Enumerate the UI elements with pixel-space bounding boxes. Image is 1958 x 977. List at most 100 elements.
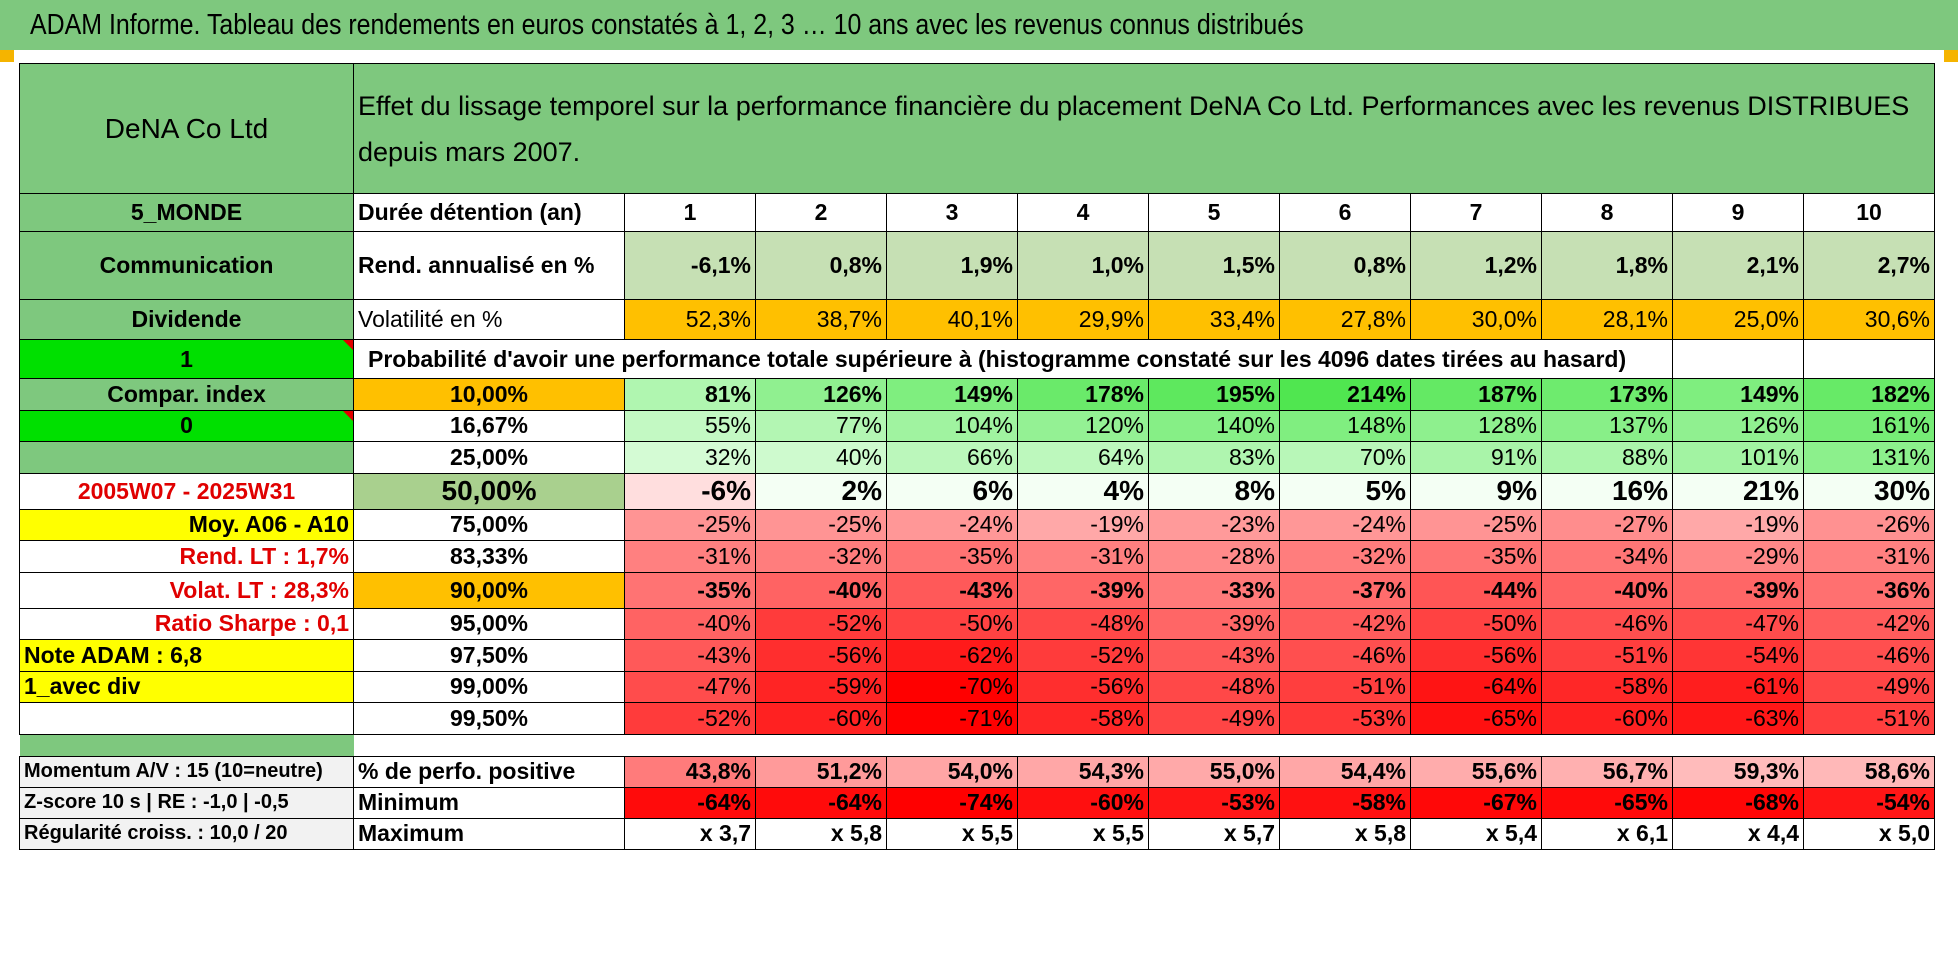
quantile-label: 99,00%	[353, 670, 625, 703]
quantile-cell: -52%	[624, 702, 756, 735]
quantile-cell: -43%	[1148, 639, 1280, 672]
year-header: 1	[624, 193, 756, 232]
quantile-cell: -6%	[624, 472, 756, 510]
quantile-cell: -31%	[624, 540, 756, 573]
quantile-cell: -49%	[1803, 670, 1935, 703]
quantile-label: 10,00%	[353, 378, 625, 411]
quantile-cell: 182%	[1803, 378, 1935, 411]
rend-cell: 1,8%	[1541, 231, 1673, 300]
quantile-cell: -48%	[1017, 607, 1149, 640]
empty-cell	[1672, 339, 1804, 379]
maximum-cell: x 5,4	[1410, 817, 1542, 850]
quantile-label: 97,50%	[353, 639, 625, 672]
quantile-cell: -34%	[1541, 540, 1673, 573]
quantile-cell: 2%	[755, 472, 887, 510]
compar-index-label: Compar. index	[19, 378, 354, 411]
empty-side-cell	[19, 441, 354, 474]
quantile-cell: 195%	[1148, 378, 1280, 411]
rend-cell: 2,7%	[1803, 231, 1935, 300]
dividend-label: Dividende	[19, 299, 354, 340]
dividend-value: 1	[19, 339, 354, 379]
year-header: 4	[1017, 193, 1149, 232]
quantile-cell: -39%	[1017, 571, 1149, 609]
quantile-cell: 161%	[1803, 409, 1935, 442]
corner-marker-right	[1944, 50, 1958, 62]
minimum-label: Minimum	[353, 786, 625, 819]
rend-lt-label: Rend. LT : 1,7%	[19, 540, 354, 573]
quantile-cell: -50%	[1410, 607, 1542, 640]
quantile-cell: -46%	[1279, 639, 1411, 672]
maximum-cell: x 5,8	[1279, 817, 1411, 850]
rend-cell: 1,2%	[1410, 231, 1542, 300]
maximum-cell: x 5,7	[1148, 817, 1280, 850]
vol-cell: 27,8%	[1279, 299, 1411, 340]
quantile-cell: -40%	[624, 607, 756, 640]
quantile-cell: -43%	[886, 571, 1018, 609]
year-header: 7	[1410, 193, 1542, 232]
performance-table: DeNA Co Ltd Effet du lissage temporel su…	[19, 63, 1935, 850]
quantile-cell: -37%	[1279, 571, 1411, 609]
minimum-cell: -58%	[1279, 786, 1411, 819]
quantile-cell: -56%	[1017, 670, 1149, 703]
company-name: DeNA Co Ltd	[19, 63, 354, 194]
quantile-cell: -19%	[1017, 508, 1149, 541]
quantile-cell: -71%	[886, 702, 1018, 735]
minimum-cell: -53%	[1148, 786, 1280, 819]
avec-div-label: 1_avec div	[19, 670, 354, 703]
quantile-cell: -32%	[755, 540, 887, 573]
vol-cell: 40,1%	[886, 299, 1018, 340]
quantile-cell: -70%	[886, 670, 1018, 703]
maximum-cell: x 6,1	[1541, 817, 1673, 850]
quantile-cell: 120%	[1017, 409, 1149, 442]
momentum-label: Momentum A/V : 15 (10=neutre)	[19, 755, 354, 788]
quantile-cell: -27%	[1541, 508, 1673, 541]
quantile-label: 75,00%	[353, 508, 625, 541]
year-header: 2	[755, 193, 887, 232]
quantile-cell: -32%	[1279, 540, 1411, 573]
vol-cell: 30,0%	[1410, 299, 1542, 340]
positive-cell: 43,8%	[624, 755, 756, 788]
quantile-cell: 88%	[1541, 441, 1673, 474]
minimum-cell: -60%	[1017, 786, 1149, 819]
quantile-cell: -43%	[624, 639, 756, 672]
quantile-cell: -48%	[1148, 670, 1280, 703]
quantile-cell: 70%	[1279, 441, 1411, 474]
quantile-cell: -39%	[1148, 607, 1280, 640]
quantile-cell: -23%	[1148, 508, 1280, 541]
quantile-cell: -53%	[1279, 702, 1411, 735]
quantile-cell: 40%	[755, 441, 887, 474]
vol-cell: 25,0%	[1672, 299, 1804, 340]
quantile-cell: 9%	[1410, 472, 1542, 510]
spacer-cell	[353, 733, 1935, 757]
quantile-cell: -58%	[1017, 702, 1149, 735]
quantile-cell: -44%	[1410, 571, 1542, 609]
vol-cell: 52,3%	[624, 299, 756, 340]
spacer-cell	[19, 733, 354, 757]
report-title-bar: ADAM Informe. Tableau des rendements en …	[0, 0, 1958, 50]
quantile-cell: 83%	[1148, 441, 1280, 474]
vol-cell: 28,1%	[1541, 299, 1673, 340]
quantile-cell: -40%	[755, 571, 887, 609]
minimum-cell: -67%	[1410, 786, 1542, 819]
quantile-cell: 149%	[1672, 378, 1804, 411]
quantile-cell: -51%	[1803, 702, 1935, 735]
quantile-cell: -35%	[1410, 540, 1542, 573]
quantile-cell: -46%	[1803, 639, 1935, 672]
quantile-cell: -59%	[755, 670, 887, 703]
positive-cell: 55,0%	[1148, 755, 1280, 788]
maximum-cell: x 5,5	[1017, 817, 1149, 850]
quantile-cell: -25%	[624, 508, 756, 541]
year-header: 8	[1541, 193, 1673, 232]
positive-cell: 55,6%	[1410, 755, 1542, 788]
quantile-cell: -42%	[1803, 607, 1935, 640]
vol-cell: 29,9%	[1017, 299, 1149, 340]
maximum-cell: x 3,7	[624, 817, 756, 850]
quantile-cell: -35%	[624, 571, 756, 609]
quantile-cell: -25%	[1410, 508, 1542, 541]
quantile-label: 99,50%	[353, 702, 625, 735]
quantile-cell: -42%	[1279, 607, 1411, 640]
report-title: ADAM Informe. Tableau des rendements en …	[30, 9, 1304, 41]
year-header: 10	[1803, 193, 1935, 232]
quantile-cell: 187%	[1410, 378, 1542, 411]
maximum-cell: x 4,4	[1672, 817, 1804, 850]
